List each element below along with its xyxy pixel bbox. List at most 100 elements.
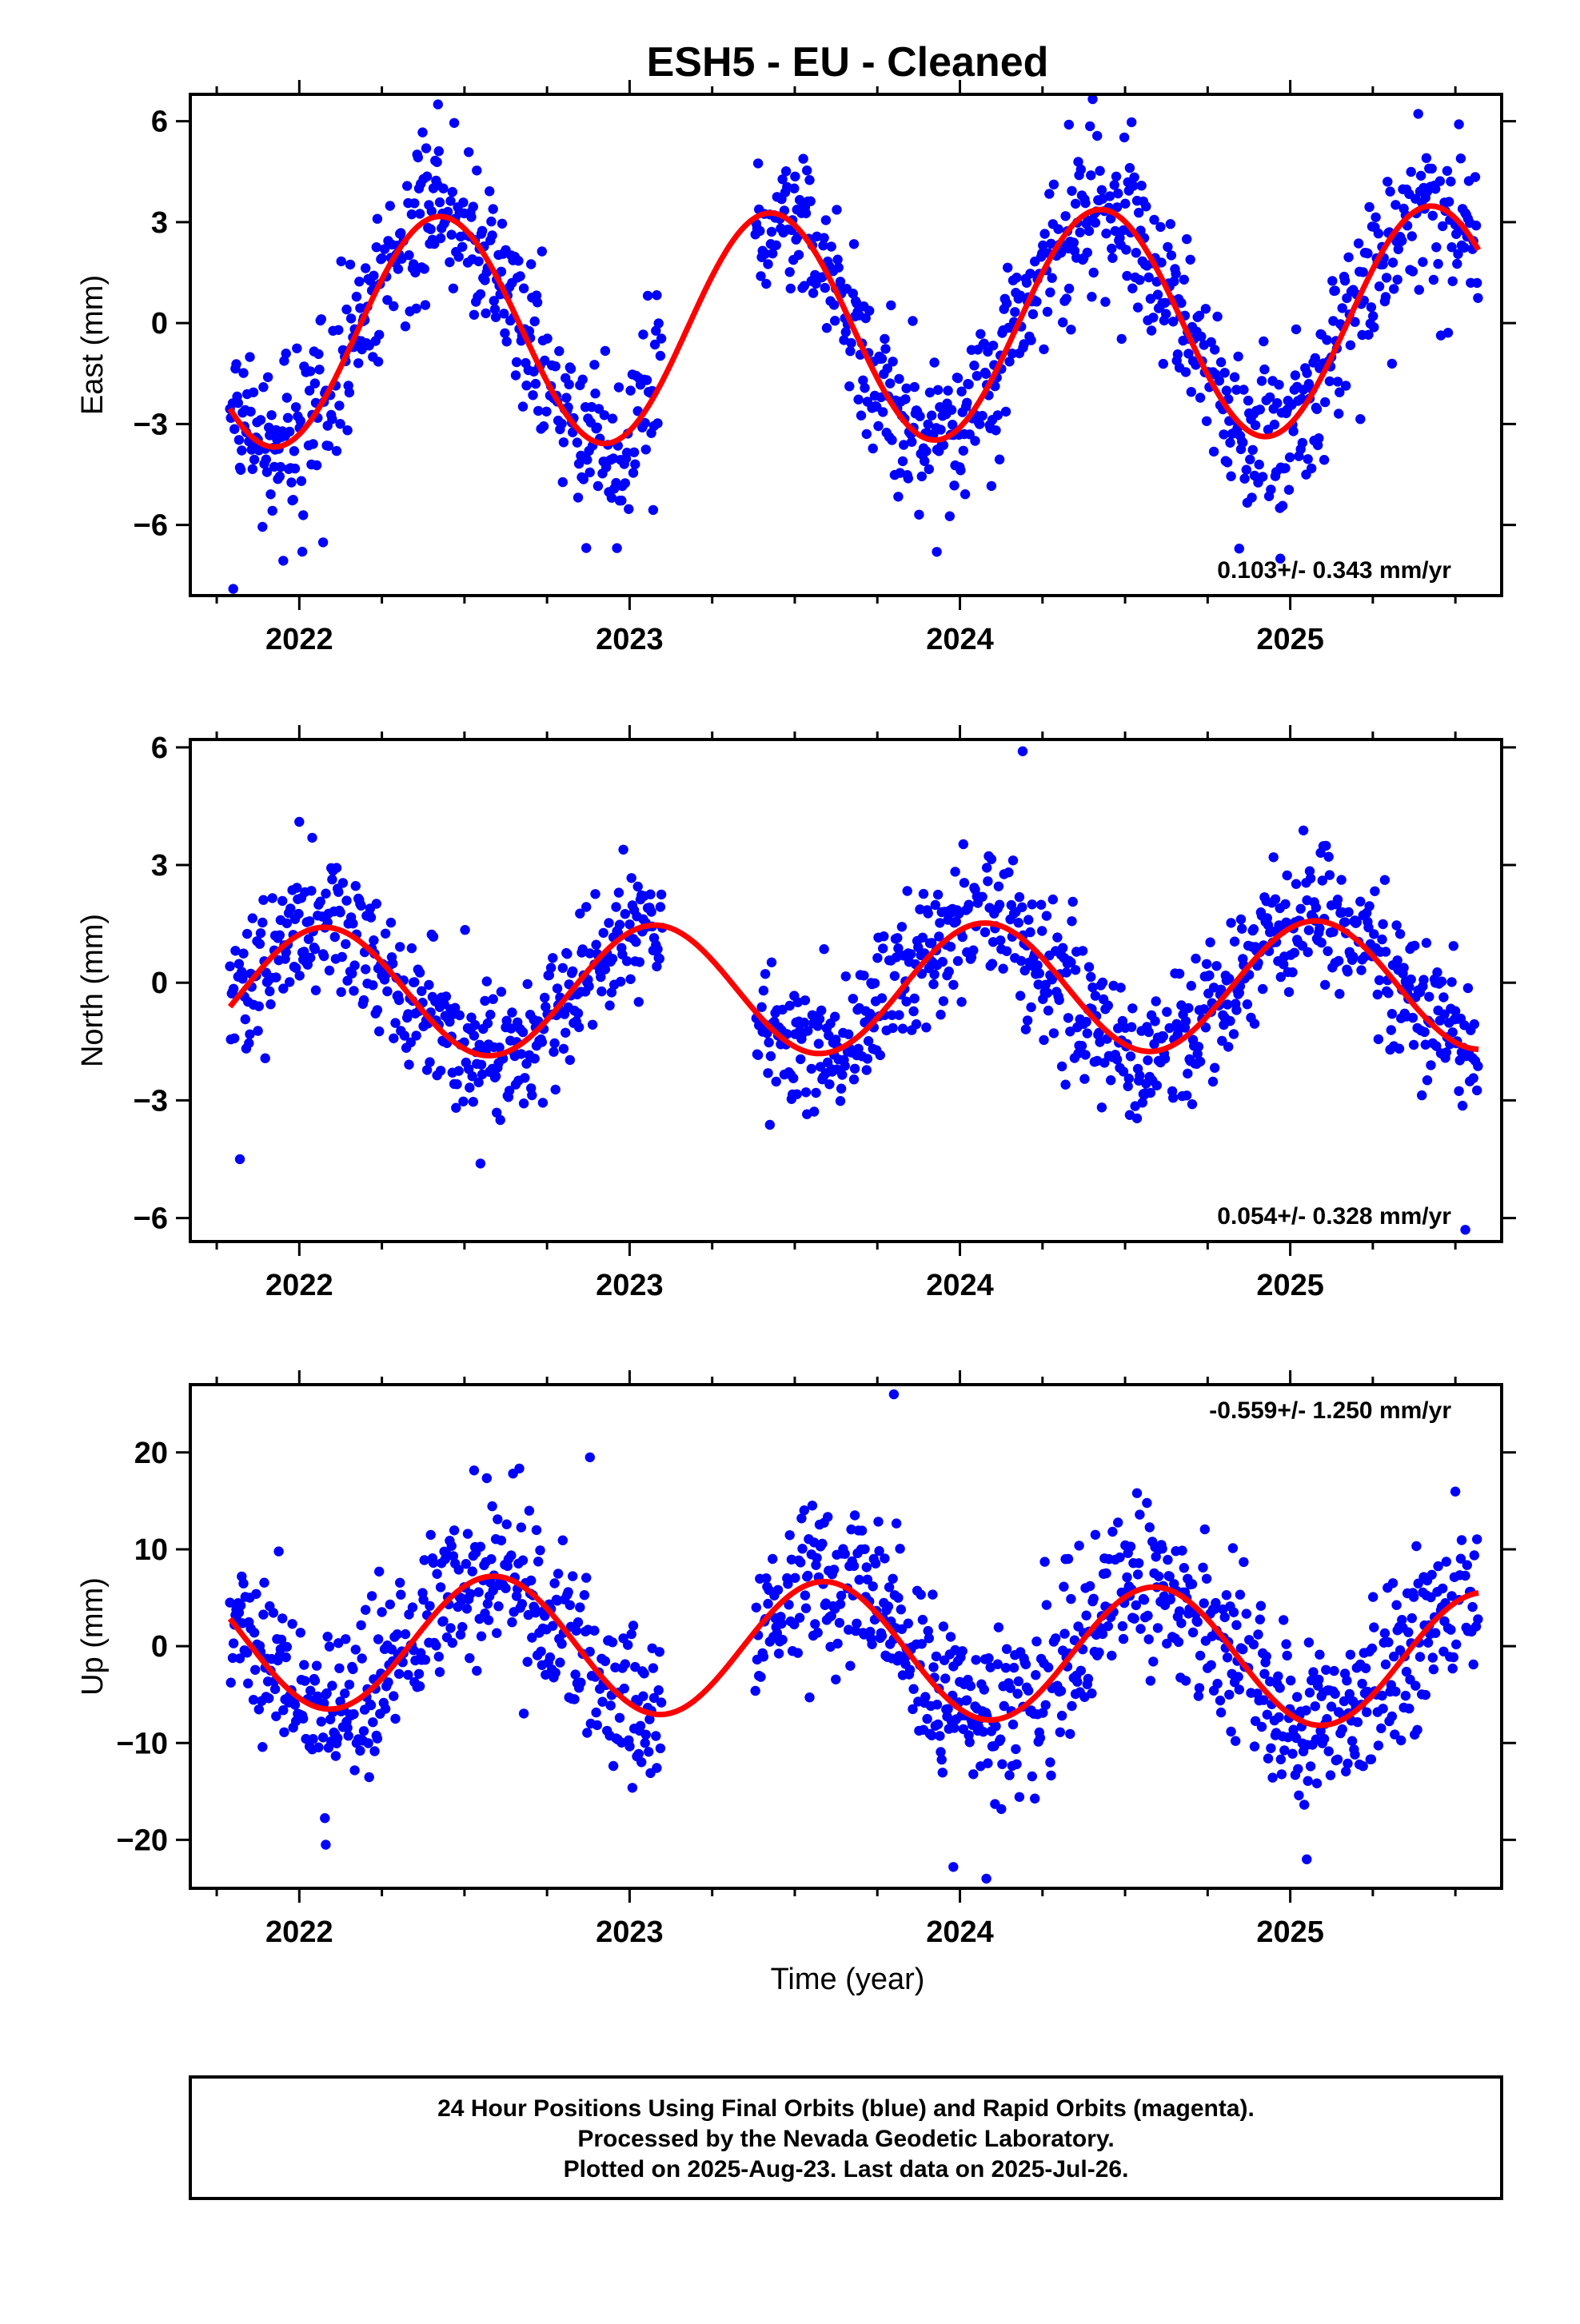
- north-data-point: [348, 919, 358, 929]
- north-data-point: [1017, 746, 1028, 756]
- east-data-point: [1303, 454, 1313, 464]
- north-data-point: [1328, 927, 1339, 937]
- north-data-point: [1200, 1022, 1211, 1033]
- north-data-point: [228, 983, 239, 995]
- up-data-point: [248, 1695, 259, 1705]
- up-data-point: [644, 1747, 654, 1757]
- east-data-point: [885, 378, 896, 389]
- east-data-point: [511, 357, 522, 368]
- up-data-point: [299, 1660, 309, 1670]
- east-data-point: [1100, 297, 1111, 307]
- east-data-point: [1075, 164, 1087, 175]
- east-data-point: [393, 264, 404, 274]
- east-data-point: [986, 480, 997, 492]
- up-data-point: [1386, 1711, 1398, 1722]
- north-data-point: [819, 944, 829, 955]
- east-data-point: [1280, 463, 1291, 473]
- up-data-point: [418, 1594, 429, 1605]
- east-data-point: [477, 225, 488, 236]
- east-data-point: [1158, 358, 1169, 369]
- north-ytick-label: 6: [151, 731, 168, 765]
- east-data-point: [1446, 176, 1456, 187]
- up-data-point: [810, 1619, 820, 1629]
- east-data-point: [468, 201, 478, 212]
- east-data-point: [354, 277, 365, 287]
- up-data-point: [530, 1608, 541, 1618]
- up-data-point: [1446, 1624, 1456, 1635]
- east-data-point: [616, 495, 627, 506]
- north-data-point: [1081, 1017, 1091, 1027]
- east-data-point: [582, 454, 592, 465]
- east-data-point: [538, 421, 549, 432]
- north-data-point: [369, 935, 379, 946]
- east-data-point: [1259, 336, 1269, 347]
- up-data-point: [1027, 1771, 1038, 1782]
- north-data-point: [299, 947, 309, 957]
- east-data-point: [638, 329, 648, 340]
- up-data-point: [330, 1751, 341, 1761]
- north-data-point: [1377, 934, 1387, 945]
- east-data-point: [860, 313, 871, 324]
- east-data-point: [780, 166, 792, 177]
- up-data-point: [1342, 1676, 1352, 1686]
- east-data-point: [351, 291, 362, 302]
- east-data-point: [808, 288, 819, 298]
- north-data-point: [380, 928, 391, 939]
- north-data-point: [371, 899, 381, 909]
- east-data-point: [1111, 171, 1122, 181]
- north-data-point: [1419, 1026, 1430, 1038]
- up-data-point: [1000, 1663, 1011, 1673]
- east-data-point: [435, 233, 446, 244]
- north-data-point: [388, 959, 398, 969]
- up-data-point: [937, 1768, 948, 1778]
- east-data-point: [1163, 241, 1173, 253]
- east-data-point: [1038, 240, 1048, 251]
- east-data-point: [1234, 544, 1245, 554]
- up-data-point: [392, 1629, 402, 1640]
- north-data-point: [382, 986, 393, 997]
- east-data-point: [1241, 464, 1252, 475]
- north-data-point: [872, 953, 883, 963]
- east-data-point: [572, 437, 583, 448]
- north-data-point: [467, 1071, 477, 1082]
- up-data-point: [446, 1541, 457, 1551]
- east-data-point: [1122, 270, 1132, 281]
- east-data-point: [1070, 198, 1081, 209]
- up-data-point: [1180, 1676, 1191, 1686]
- up-data-point: [1447, 1663, 1458, 1674]
- east-data-point: [845, 346, 856, 357]
- east-data-point: [1080, 197, 1091, 209]
- east-data-point: [1310, 353, 1321, 364]
- north-data-point: [1235, 914, 1247, 925]
- north-data-point: [1418, 975, 1429, 985]
- east-data-point: [900, 394, 911, 405]
- north-data-point: [799, 1017, 809, 1028]
- north-data-point: [1324, 870, 1335, 880]
- east-data-point: [915, 411, 925, 421]
- up-data-point: [804, 1692, 815, 1703]
- up-data-point: [1231, 1736, 1241, 1746]
- north-data-point: [950, 867, 960, 877]
- north-data-point: [796, 1054, 806, 1065]
- up-data-point: [1187, 1627, 1199, 1638]
- north-data-point: [1343, 967, 1353, 977]
- east-data-point: [1048, 179, 1059, 189]
- north-data-point: [1229, 936, 1240, 947]
- up-data-point: [461, 1604, 473, 1614]
- east-data-point: [1001, 298, 1012, 309]
- up-data-point: [518, 1708, 529, 1719]
- up-data-point: [1441, 1557, 1452, 1567]
- north-data-point: [1473, 1061, 1483, 1071]
- up-data-point: [493, 1514, 503, 1525]
- east-data-point: [628, 447, 640, 457]
- east-data-point: [533, 405, 544, 417]
- north-data-point: [1077, 946, 1088, 956]
- north-data-point: [1017, 902, 1027, 913]
- east-data-point: [1453, 249, 1463, 259]
- north-data-point: [1291, 879, 1302, 889]
- east-data-point: [369, 270, 379, 281]
- east-data-point: [938, 440, 949, 450]
- east-data-point: [1386, 358, 1398, 369]
- north-data-point: [365, 912, 377, 923]
- north-data-point: [335, 907, 345, 918]
